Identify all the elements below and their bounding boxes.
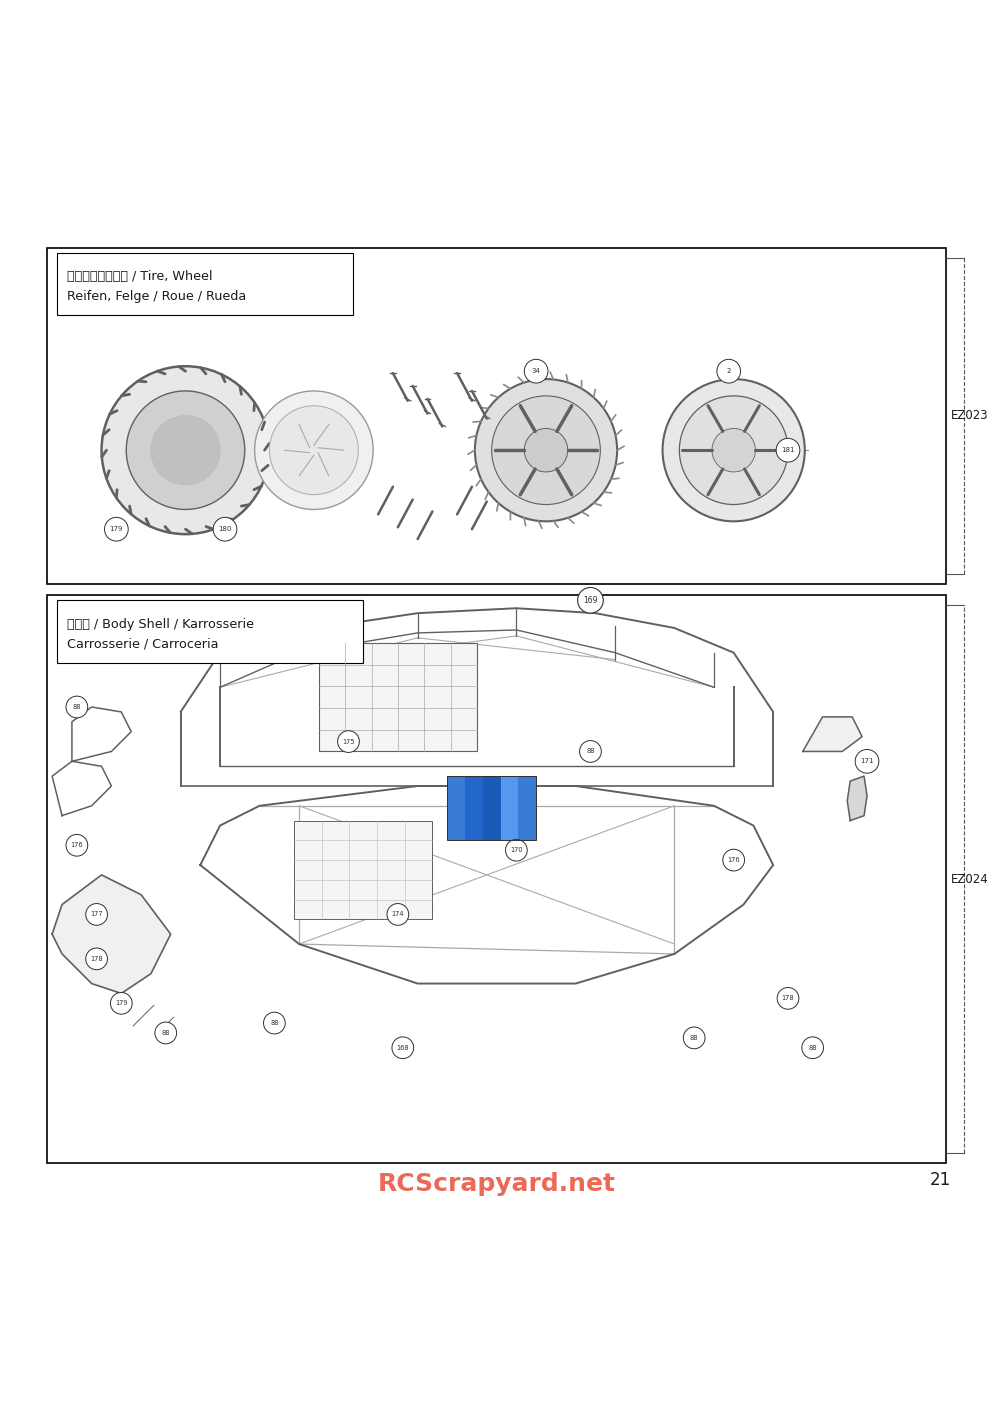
Text: 177: 177 xyxy=(90,912,103,918)
Circle shape xyxy=(712,428,755,472)
Text: 179: 179 xyxy=(110,526,123,532)
Polygon shape xyxy=(803,717,862,751)
Text: 169: 169 xyxy=(583,595,598,605)
Text: 88: 88 xyxy=(161,1029,170,1036)
Text: 88: 88 xyxy=(586,748,595,755)
Circle shape xyxy=(213,518,237,542)
Circle shape xyxy=(86,904,107,925)
Polygon shape xyxy=(52,875,171,994)
Circle shape xyxy=(387,904,409,925)
Circle shape xyxy=(338,731,359,752)
Circle shape xyxy=(475,379,617,522)
Text: 170: 170 xyxy=(510,847,523,853)
Circle shape xyxy=(580,741,601,762)
Text: Reifen, Felge / Roue / Rueda: Reifen, Felge / Roue / Rueda xyxy=(67,290,246,303)
Text: タイヤ・ホイール / Tire, Wheel: タイヤ・ホイール / Tire, Wheel xyxy=(67,270,212,283)
Text: 2: 2 xyxy=(727,368,731,375)
Text: 34: 34 xyxy=(532,368,541,375)
Polygon shape xyxy=(847,776,867,820)
Circle shape xyxy=(663,379,805,522)
Circle shape xyxy=(110,993,132,1014)
Text: EZ024: EZ024 xyxy=(951,872,989,885)
Circle shape xyxy=(679,396,788,505)
Circle shape xyxy=(524,359,548,383)
Circle shape xyxy=(255,390,373,509)
Text: Carrosserie / Carroceria: Carrosserie / Carroceria xyxy=(67,638,218,650)
Bar xyxy=(483,776,501,840)
Circle shape xyxy=(66,834,88,855)
Text: 171: 171 xyxy=(860,758,874,765)
Circle shape xyxy=(102,366,269,534)
Text: 178: 178 xyxy=(782,995,794,1001)
Text: 175: 175 xyxy=(342,738,355,745)
Text: 178: 178 xyxy=(90,956,103,962)
Bar xyxy=(518,776,536,840)
Text: 88: 88 xyxy=(73,704,81,710)
Text: 88: 88 xyxy=(690,1035,698,1041)
Text: 179: 179 xyxy=(115,1000,128,1007)
Circle shape xyxy=(264,1012,285,1034)
Circle shape xyxy=(802,1036,824,1059)
Circle shape xyxy=(155,1022,177,1044)
Circle shape xyxy=(578,587,603,614)
Text: 176: 176 xyxy=(71,843,83,848)
Text: EZ023: EZ023 xyxy=(951,409,989,423)
Bar xyxy=(447,776,465,840)
Circle shape xyxy=(683,1027,705,1049)
Bar xyxy=(294,820,432,919)
Circle shape xyxy=(777,987,799,1010)
Text: 176: 176 xyxy=(727,857,740,863)
Circle shape xyxy=(506,840,527,861)
Circle shape xyxy=(855,749,879,773)
Text: 168: 168 xyxy=(396,1045,409,1051)
Circle shape xyxy=(492,396,600,505)
Bar xyxy=(47,247,946,584)
Circle shape xyxy=(86,947,107,970)
Text: 88: 88 xyxy=(270,1019,279,1027)
Text: 174: 174 xyxy=(392,912,404,918)
Text: ボディ / Body Shell / Karrosserie: ボディ / Body Shell / Karrosserie xyxy=(67,618,254,631)
Text: 88: 88 xyxy=(808,1045,817,1051)
Circle shape xyxy=(776,438,800,462)
Bar xyxy=(57,253,353,315)
Circle shape xyxy=(717,359,741,383)
Circle shape xyxy=(66,696,88,718)
Bar xyxy=(501,776,518,840)
Bar xyxy=(47,595,946,1164)
Circle shape xyxy=(126,390,245,509)
Bar xyxy=(465,776,483,840)
Bar xyxy=(57,601,363,663)
Circle shape xyxy=(105,518,128,542)
Bar xyxy=(447,776,536,840)
Bar xyxy=(319,643,477,751)
Circle shape xyxy=(269,406,358,495)
Text: 180: 180 xyxy=(218,526,232,532)
Circle shape xyxy=(151,416,220,485)
Text: RCScrapyard.net: RCScrapyard.net xyxy=(378,1172,616,1196)
Circle shape xyxy=(392,1036,414,1059)
Text: 21: 21 xyxy=(930,1171,951,1189)
Circle shape xyxy=(524,428,568,472)
Circle shape xyxy=(723,850,745,871)
Text: 181: 181 xyxy=(781,447,795,454)
